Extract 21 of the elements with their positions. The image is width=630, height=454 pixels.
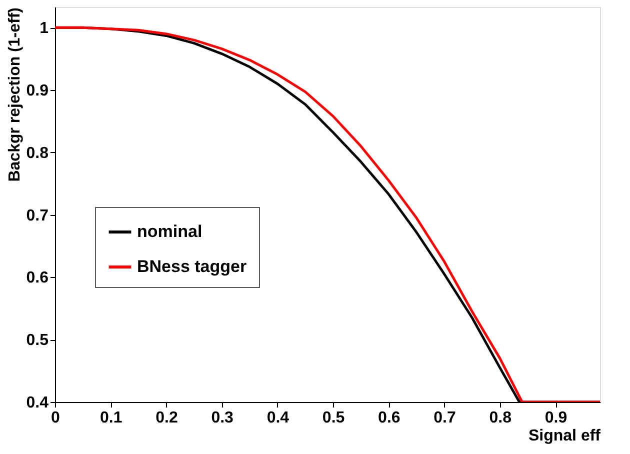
y-tick-label: 1 (40, 20, 49, 38)
legend-label: nominal (137, 222, 202, 241)
x-tick-label: 0 (51, 410, 60, 426)
x-tick-label: 0.8 (489, 410, 512, 426)
x-tick-label: 0.5 (322, 410, 345, 426)
y-axis-title: Backgr rejection (1-eff) (6, 8, 24, 182)
x-tick-label: 0.1 (100, 410, 122, 426)
y-tick-label: 0.5 (26, 332, 49, 350)
x-tick-label: 0.6 (378, 410, 400, 426)
x-tick-label: 0.7 (434, 410, 456, 426)
x-axis-title: Signal eff (528, 428, 602, 444)
y-tick-label: 0.6 (26, 270, 49, 287)
legend-label: BNess tagger (137, 257, 247, 276)
y-tick-label: 0.8 (26, 144, 49, 162)
x-tick-label: 0.9 (544, 410, 568, 426)
y-tick-label: 0.7 (26, 207, 49, 224)
y-tick-label: 0.9 (26, 82, 49, 100)
x-tick-label: 0.3 (211, 410, 234, 426)
x-tick-label: 0.2 (156, 410, 178, 426)
x-tick-label: 0.4 (266, 410, 290, 426)
y-tick-label: 0.4 (26, 394, 49, 412)
